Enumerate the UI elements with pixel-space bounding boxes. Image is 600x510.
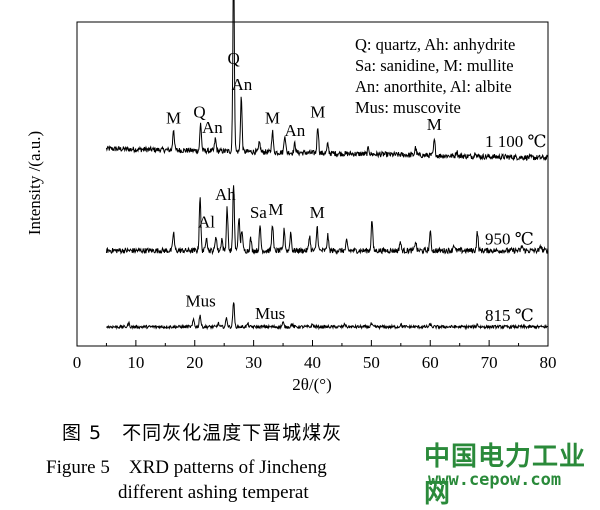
peak-label: M [166,109,181,128]
x-axis-ticks: 0 10 20 30 40 50 60 70 80 [73,340,557,372]
series-line-1 [105,0,549,162]
x-axis-label: 2θ/(°) [292,375,332,394]
peak-label: M [268,200,283,219]
peak-label: Q [227,49,239,68]
peak-label: Al [198,212,215,231]
legend: Q: quartz, Ah: anhydrite Sa: sanidine, M… [355,35,515,117]
legend-line-3: An: anorthite, Al: albite [355,77,512,96]
peak-label: Ah [215,185,236,204]
x-tick-label: 30 [245,353,262,372]
x-tick-label: 50 [363,353,380,372]
series-layer: 1 100 ℃ 950 ℃ 815 ℃ [105,0,549,331]
series-line-3 [106,302,548,331]
series-name-1: 1 100 ℃ [485,132,547,151]
peak-label: M [310,103,325,122]
peak-label: An [202,118,223,137]
legend-line-2: Sa: sanidine, M: mullite [355,56,514,75]
x-tick-label: 10 [127,353,144,372]
peak-label: M [427,115,442,134]
peak-label: M [310,203,325,222]
watermark-backdrop [400,430,600,509]
x-tick-label: 80 [540,353,557,372]
peak-label: An [284,121,305,140]
peak-label: Mus [186,292,216,311]
caption-english-line-2: different ashing temperat [118,482,309,503]
series-line-2 [105,185,549,256]
series-name-2: 950 ℃ [485,230,534,249]
peak-label: Sa [250,203,267,222]
x-tick-label: 60 [422,353,439,372]
peak-label: An [231,75,252,94]
x-tick-label: 70 [481,353,498,372]
caption-chinese: 图 5 不同灰化温度下晋城煤灰 [62,422,343,444]
x-tick-label: 40 [304,353,321,372]
peak-label: M [265,109,280,128]
series-name-3: 815 ℃ [485,306,534,325]
legend-line-4: Mus: muscovite [355,98,461,117]
legend-line-1: Q: quartz, Ah: anhydrite [355,35,515,54]
y-axis-label: Intensity /(a.u.) [25,131,44,235]
watermark-site-name: 中国电力工业网 [424,442,587,509]
peak-label: Q [193,103,205,122]
watermark-url: www.cepow.com [428,470,562,490]
peak-label: Mus [255,304,285,323]
x-tick-label: 0 [73,353,82,372]
caption-english-line-1: Figure 5 XRD patterns of Jincheng [46,457,327,478]
x-tick-label: 20 [186,353,203,372]
